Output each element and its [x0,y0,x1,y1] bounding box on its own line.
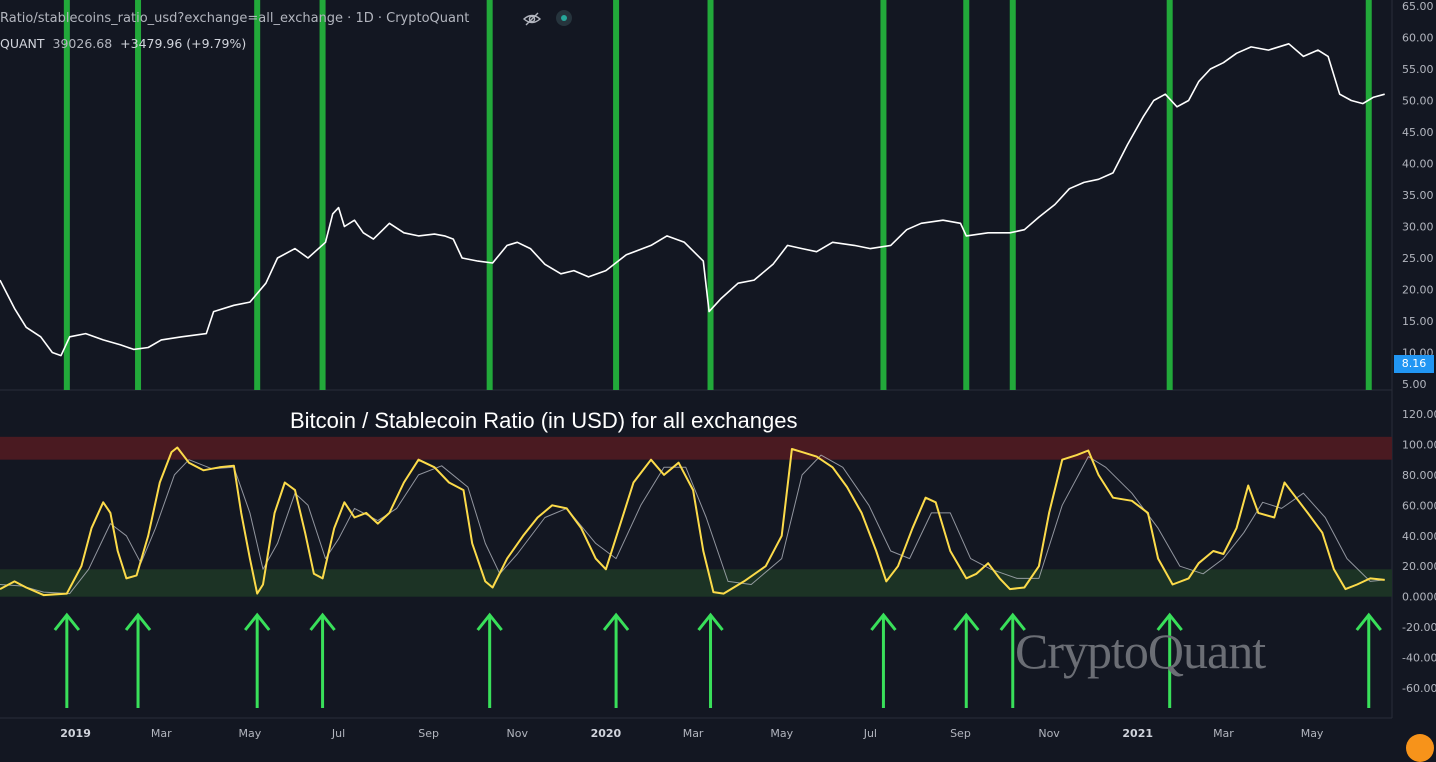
y-tick-label: 120.000 [1402,408,1436,421]
chart-title: Ratio/stablecoins_ratio_usd?exchange=all… [0,11,470,26]
signal-line [1166,0,1173,390]
x-tick-label: May [770,727,793,740]
buy-arrow-head [870,612,897,631]
signal-line [1009,0,1016,390]
signal-line [63,0,70,390]
y-tick-label: 30.00 [1402,221,1434,234]
indicator-band [0,436,1392,460]
signal-line [707,0,714,390]
eye-hidden-icon[interactable] [522,9,542,29]
y-tick-label: 20.00 [1402,284,1434,297]
symbol-label: QUANT [0,36,45,51]
signal-line [486,0,493,390]
y-tick-label: 40.00 [1402,158,1434,171]
live-status-icon [556,10,572,26]
signal-line [319,0,326,390]
x-tick-label: Sep [418,727,439,740]
y-tick-label: 0.0000 [1402,591,1436,604]
signal-line [613,0,620,390]
x-tick-label: Mar [683,727,704,740]
x-tick-label: Sep [950,727,971,740]
signal-line [254,0,261,390]
signal-line [1365,0,1372,390]
x-tick-label: Mar [1213,727,1234,740]
x-tick-label: 2021 [1122,727,1153,740]
x-tick-label: Nov [507,727,529,740]
buy-arrow-head [1355,612,1382,631]
y-tick-label: 60.00 [1402,32,1434,45]
indicator-title: Bitcoin / Stablecoin Ratio (in USD) for … [290,408,798,433]
y-tick-label: 60.000 [1402,499,1436,512]
last-value: 39026.68 [52,36,113,51]
x-tick-label: Mar [151,727,172,740]
x-tick-label: 2019 [60,727,91,740]
change-value: +3479.96 (+9.79%) [120,36,247,51]
signal-line [963,0,970,390]
price-series-line [0,42,1385,357]
x-tick-label: Nov [1038,727,1060,740]
indicator-band [0,569,1392,597]
y-tick-label: 55.00 [1402,63,1434,76]
buy-arrow-head [602,612,630,631]
y-tick-label: 35.00 [1402,189,1434,202]
buy-arrow-head [953,612,980,631]
y-tick-label: 25.00 [1402,252,1434,265]
price-tag: 8.16 [1394,355,1434,373]
x-tick-label: Jul [331,727,345,740]
y-tick-label: 65.00 [1402,0,1434,13]
y-tick-label: -60.00 [1402,682,1436,695]
buy-arrow-head [999,612,1026,631]
y-tick-label: 100.000 [1402,438,1436,451]
y-tick-label: -40.00 [1402,652,1436,665]
x-tick-label: 2020 [591,727,622,740]
y-tick-label: 15.00 [1402,315,1434,328]
x-tick-label: Jul [863,727,877,740]
signal-line [135,0,142,390]
y-tick-label: 20.000 [1402,560,1436,573]
y-tick-label: 45.00 [1402,126,1434,139]
buy-arrow-head [1156,612,1183,631]
x-tick-label: May [1301,727,1324,740]
quote-line: QUANT 39026.68 +3479.96 (+9.79%) [0,36,246,51]
buy-arrow-head [697,612,724,631]
signal-line [880,0,887,390]
y-tick-label: 5.00 [1402,378,1427,391]
buy-arrow-head [53,612,81,631]
y-tick-label: 40.000 [1402,530,1436,543]
x-tick-label: May [239,727,262,740]
buy-arrow-head [124,612,152,631]
ratio-series-line [0,446,1385,597]
y-tick-label: 80.000 [1402,469,1436,482]
watermark-logo: CryptoQuant [1015,623,1266,679]
buy-arrow-head [244,612,271,631]
y-tick-label: -20.00 [1402,621,1436,634]
chat-button[interactable] [1406,734,1434,762]
buy-arrow-head [309,612,336,631]
buy-arrow-head [476,612,503,631]
y-tick-label: 50.00 [1402,95,1434,108]
